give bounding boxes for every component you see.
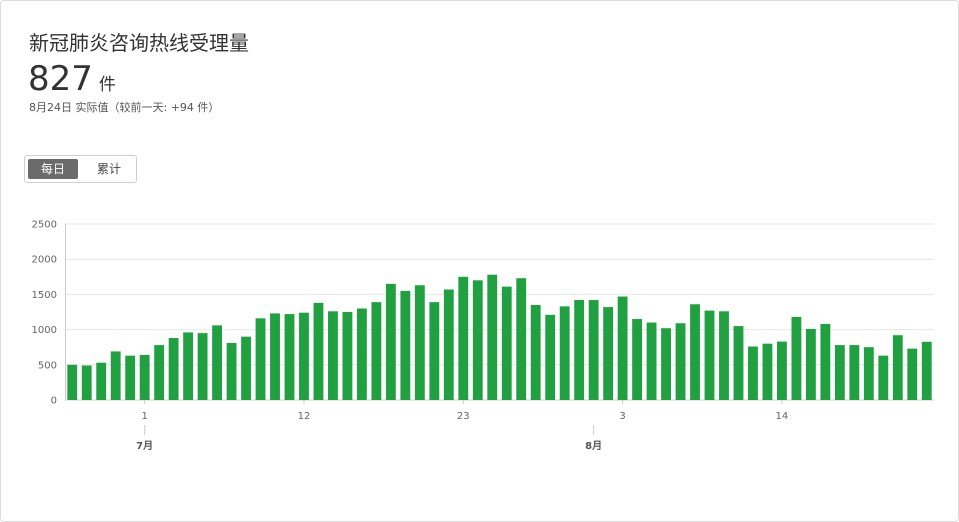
bar xyxy=(255,318,266,400)
bar xyxy=(617,296,628,400)
bar xyxy=(777,341,787,400)
bar xyxy=(400,290,411,400)
bar xyxy=(559,306,570,400)
bar xyxy=(139,354,150,400)
x-tick-label: 1 xyxy=(141,411,147,422)
bar xyxy=(183,332,194,400)
bar xyxy=(487,274,498,400)
bar xyxy=(284,314,295,400)
bar xyxy=(733,326,744,400)
bar xyxy=(907,348,918,400)
y-tick-label: 0 xyxy=(51,396,57,407)
bar xyxy=(762,343,773,400)
y-tick-label: 1500 xyxy=(32,290,57,301)
month-label: 8月 xyxy=(585,440,602,452)
bar xyxy=(863,347,874,400)
x-tick-label: 14 xyxy=(776,411,789,422)
current-value-unit: 件 xyxy=(98,75,116,95)
y-tick-label: 1000 xyxy=(32,325,57,336)
bar xyxy=(805,328,816,400)
bar xyxy=(661,328,671,400)
y-tick-label: 500 xyxy=(38,360,57,371)
bar xyxy=(168,338,179,400)
bar xyxy=(675,323,686,400)
month-label: 7月 xyxy=(136,440,153,452)
bar xyxy=(356,308,367,400)
bar xyxy=(342,312,353,400)
bar xyxy=(646,322,657,400)
bar xyxy=(414,285,425,400)
current-value: 827 件 xyxy=(28,59,116,105)
bar-chart: 0 500 1000 1500 2000 2500 1 12 23 3 14 7月 8月 xyxy=(32,220,934,452)
bar xyxy=(299,312,309,400)
bar xyxy=(154,345,165,400)
bar xyxy=(849,345,860,400)
daily-toggle-button[interactable]: 每日 xyxy=(28,159,78,179)
bar xyxy=(197,333,208,400)
bar xyxy=(921,341,932,400)
bar xyxy=(96,362,107,400)
x-tick-label: 12 xyxy=(298,411,311,422)
bar xyxy=(834,345,845,400)
bar xyxy=(443,289,454,400)
bar xyxy=(748,346,758,400)
y-tick-label: 2000 xyxy=(32,255,57,266)
y-tick-label: 2500 xyxy=(32,220,57,231)
bar xyxy=(545,314,556,400)
bar xyxy=(603,307,614,400)
bar xyxy=(574,300,585,400)
bar xyxy=(892,335,903,400)
bar xyxy=(81,365,92,400)
bar xyxy=(385,283,396,400)
bar xyxy=(530,304,541,400)
value-note: 8月24日 实际值（较前一天: +94 件） xyxy=(29,101,220,114)
chart-title: 新冠肺炎咨询热线受理量 xyxy=(29,31,249,55)
bar xyxy=(632,319,643,400)
bar xyxy=(472,280,483,400)
bar xyxy=(110,351,121,400)
bar xyxy=(501,286,512,400)
bar xyxy=(67,364,78,400)
bar xyxy=(328,311,338,400)
view-toggle: 每日 累计 xyxy=(24,155,137,183)
bar xyxy=(241,336,251,400)
bar xyxy=(791,316,802,400)
bar xyxy=(719,311,729,400)
bar xyxy=(429,302,440,400)
cumulative-toggle-button[interactable]: 累计 xyxy=(96,162,121,176)
bar xyxy=(704,310,715,400)
x-tick-label: 3 xyxy=(619,411,625,422)
bar xyxy=(313,302,324,400)
bar xyxy=(878,355,889,400)
bar xyxy=(820,323,831,400)
bar xyxy=(226,342,237,400)
bar xyxy=(270,313,280,400)
current-value-number: 827 xyxy=(28,59,93,99)
bar xyxy=(588,300,599,400)
bar xyxy=(458,276,469,400)
bar xyxy=(690,304,700,400)
x-tick-label: 23 xyxy=(457,411,470,422)
bar xyxy=(125,355,136,400)
bar xyxy=(212,325,222,400)
bar xyxy=(516,278,527,400)
bar xyxy=(371,302,382,400)
